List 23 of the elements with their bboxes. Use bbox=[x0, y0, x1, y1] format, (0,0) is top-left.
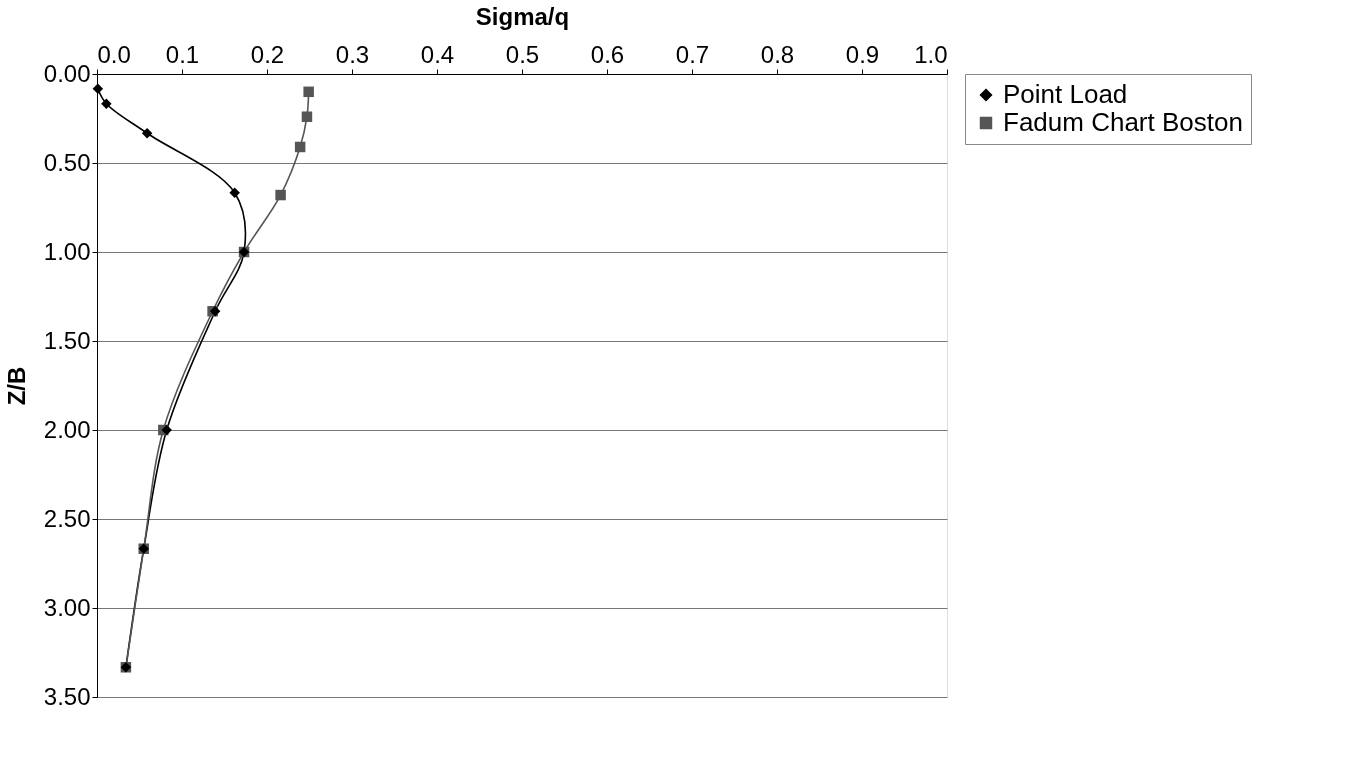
legend-label: Point Load bbox=[1003, 79, 1128, 109]
x-tick-label: 0.3 bbox=[335, 40, 370, 68]
x-tick-label: 0.9 bbox=[845, 40, 880, 68]
y-tick-label: 1.50 bbox=[43, 326, 91, 354]
x-tick-label: 1.0 bbox=[914, 40, 948, 68]
y-tick-label: 2.50 bbox=[43, 504, 91, 532]
y-axis-title: Z/B bbox=[2, 366, 30, 406]
x-tick-label: 0.4 bbox=[420, 40, 455, 68]
x-tick-label: 0.1 bbox=[165, 40, 200, 68]
y-tick-label: 1.00 bbox=[43, 237, 91, 265]
legend-label: Fadum Chart Boston bbox=[1003, 107, 1243, 137]
y-tick-label: 3.00 bbox=[43, 593, 91, 621]
x-tick-label: 0.2 bbox=[250, 40, 285, 68]
x-tick-label: 0.7 bbox=[675, 40, 710, 68]
y-tick-label: 0.00 bbox=[43, 59, 91, 87]
y-tick-label: 2.00 bbox=[43, 415, 91, 443]
x-tick-label: 0.8 bbox=[760, 40, 795, 68]
x-tick-label: 0.0 bbox=[97, 40, 131, 68]
x-tick-label: 0.5 bbox=[505, 40, 540, 68]
y-tick-label: 0.50 bbox=[43, 148, 91, 176]
x-axis-title: Sigma/q bbox=[475, 2, 570, 30]
y-tick-label: 3.50 bbox=[43, 682, 91, 710]
x-tick-label: 0.6 bbox=[590, 40, 625, 68]
